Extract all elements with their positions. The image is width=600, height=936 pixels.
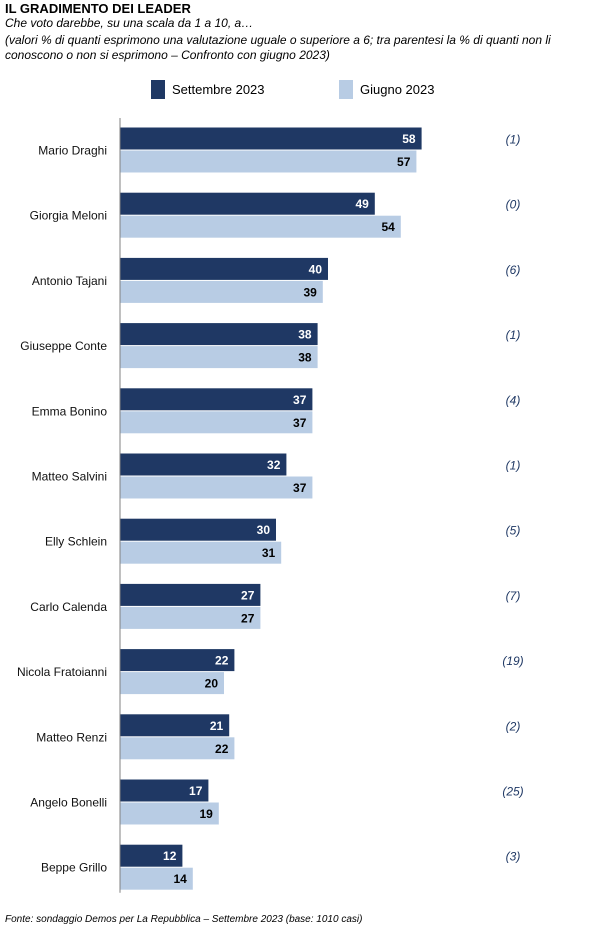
category-label-giorgia-meloni: Giorgia Meloni bbox=[30, 209, 107, 223]
data-label-settembre-nicola-fratoianni: 22 bbox=[215, 654, 229, 668]
non-respondents-matteo-salvini: (1) bbox=[506, 459, 521, 473]
non-respondents-mario-draghi: (1) bbox=[506, 133, 521, 147]
non-respondents-giuseppe-conte: (1) bbox=[506, 328, 521, 342]
bar-settembre-matteo-salvini bbox=[120, 453, 287, 476]
legend-swatch-giugno bbox=[339, 80, 353, 99]
bar-settembre-giuseppe-conte bbox=[120, 323, 318, 346]
bar-settembre-emma-bonino bbox=[120, 388, 313, 411]
bar-giugno-matteo-salvini bbox=[120, 476, 313, 499]
data-label-settembre-antonio-tajani: 40 bbox=[309, 262, 323, 276]
non-respondents-angelo-bonelli: (25) bbox=[502, 785, 523, 799]
chart-subtitle: Che voto darebbe, su una scala da 1 a 10… bbox=[5, 16, 254, 30]
data-label-settembre-matteo-renzi: 21 bbox=[210, 719, 224, 733]
bar-settembre-carlo-calenda bbox=[120, 583, 261, 606]
data-label-settembre-elly-schlein: 30 bbox=[257, 523, 271, 537]
chart-note: (valori % di quanti esprimono una valuta… bbox=[5, 33, 551, 62]
bar-giugno-antonio-tajani bbox=[120, 280, 323, 303]
category-label-antonio-tajani: Antonio Tajani bbox=[32, 274, 107, 288]
category-label-beppe-grillo: Beppe Grillo bbox=[41, 861, 107, 875]
data-label-settembre-giuseppe-conte: 38 bbox=[298, 328, 312, 342]
non-respondents-emma-bonino: (4) bbox=[506, 393, 521, 407]
data-label-giugno-mario-draghi: 57 bbox=[397, 155, 411, 169]
bar-giugno-emma-bonino bbox=[120, 411, 313, 434]
non-respondents-giorgia-meloni: (0) bbox=[506, 198, 521, 212]
bar-giugno-carlo-calenda bbox=[120, 606, 261, 629]
category-label-elly-schlein: Elly Schlein bbox=[45, 535, 107, 549]
legend-swatch-settembre bbox=[151, 80, 165, 99]
data-label-settembre-giorgia-meloni: 49 bbox=[355, 197, 369, 211]
bar-giugno-giorgia-meloni bbox=[120, 215, 401, 238]
non-respondents-elly-schlein: (5) bbox=[506, 524, 521, 538]
non-respondents-antonio-tajani: (6) bbox=[506, 263, 521, 277]
category-label-nicola-fratoianni: Nicola Fratoianni bbox=[17, 665, 107, 679]
data-label-giugno-matteo-renzi: 22 bbox=[215, 742, 229, 756]
data-label-settembre-emma-bonino: 37 bbox=[293, 393, 307, 407]
data-label-giugno-antonio-tajani: 39 bbox=[303, 285, 317, 299]
non-respondents-nicola-fratoianni: (19) bbox=[502, 654, 523, 668]
bar-giugno-matteo-renzi bbox=[120, 737, 235, 760]
bar-giugno-beppe-grillo bbox=[120, 867, 193, 890]
bar-settembre-elly-schlein bbox=[120, 518, 276, 541]
bar-settembre-mario-draghi bbox=[120, 127, 422, 150]
data-label-settembre-matteo-salvini: 32 bbox=[267, 458, 281, 472]
data-label-giugno-nicola-fratoianni: 20 bbox=[205, 677, 219, 691]
category-label-giuseppe-conte: Giuseppe Conte bbox=[20, 339, 107, 353]
bar-giugno-elly-schlein bbox=[120, 541, 282, 564]
bar-giugno-mario-draghi bbox=[120, 150, 417, 173]
category-label-matteo-renzi: Matteo Renzi bbox=[36, 730, 107, 744]
category-label-carlo-calenda: Carlo Calenda bbox=[30, 600, 107, 614]
data-label-giugno-carlo-calenda: 27 bbox=[241, 611, 255, 625]
data-label-giugno-emma-bonino: 37 bbox=[293, 416, 307, 430]
bar-settembre-giorgia-meloni bbox=[120, 192, 375, 215]
bar-settembre-matteo-renzi bbox=[120, 714, 230, 737]
category-label-emma-bonino: Emma Bonino bbox=[32, 404, 108, 418]
legend-label-giugno: Giugno 2023 bbox=[360, 82, 435, 97]
chart-source: Fonte: sondaggio Demos per La Repubblica… bbox=[5, 914, 363, 925]
non-respondents-matteo-renzi: (2) bbox=[506, 719, 521, 733]
bar-giugno-giuseppe-conte bbox=[120, 346, 318, 369]
data-label-giugno-matteo-salvini: 37 bbox=[293, 481, 307, 495]
bar-giugno-nicola-fratoianni bbox=[120, 672, 224, 695]
data-label-giugno-angelo-bonelli: 19 bbox=[199, 807, 213, 821]
data-label-giugno-elly-schlein: 31 bbox=[262, 546, 276, 560]
non-respondents-beppe-grillo: (3) bbox=[506, 850, 521, 864]
data-label-giugno-giorgia-meloni: 54 bbox=[381, 220, 395, 234]
data-label-settembre-angelo-bonelli: 17 bbox=[189, 784, 203, 798]
bar-settembre-angelo-bonelli bbox=[120, 779, 209, 802]
data-label-settembre-beppe-grillo: 12 bbox=[163, 849, 177, 863]
bar-giugno-angelo-bonelli bbox=[120, 802, 219, 825]
bar-settembre-beppe-grillo bbox=[120, 844, 183, 867]
category-label-angelo-bonelli: Angelo Bonelli bbox=[30, 796, 107, 810]
bar-settembre-antonio-tajani bbox=[120, 257, 328, 280]
category-label-matteo-salvini: Matteo Salvini bbox=[32, 470, 107, 484]
data-label-settembre-carlo-calenda: 27 bbox=[241, 588, 255, 602]
bar-settembre-nicola-fratoianni bbox=[120, 649, 235, 672]
category-label-mario-draghi: Mario Draghi bbox=[38, 144, 107, 158]
data-label-giugno-giuseppe-conte: 38 bbox=[298, 351, 312, 365]
legend-label-settembre: Settembre 2023 bbox=[172, 82, 265, 97]
chart-title: IL GRADIMENTO DEI LEADER bbox=[5, 1, 191, 16]
data-label-settembre-mario-draghi: 58 bbox=[402, 132, 416, 146]
non-respondents-carlo-calenda: (7) bbox=[506, 589, 521, 603]
data-label-giugno-beppe-grillo: 14 bbox=[173, 872, 187, 886]
